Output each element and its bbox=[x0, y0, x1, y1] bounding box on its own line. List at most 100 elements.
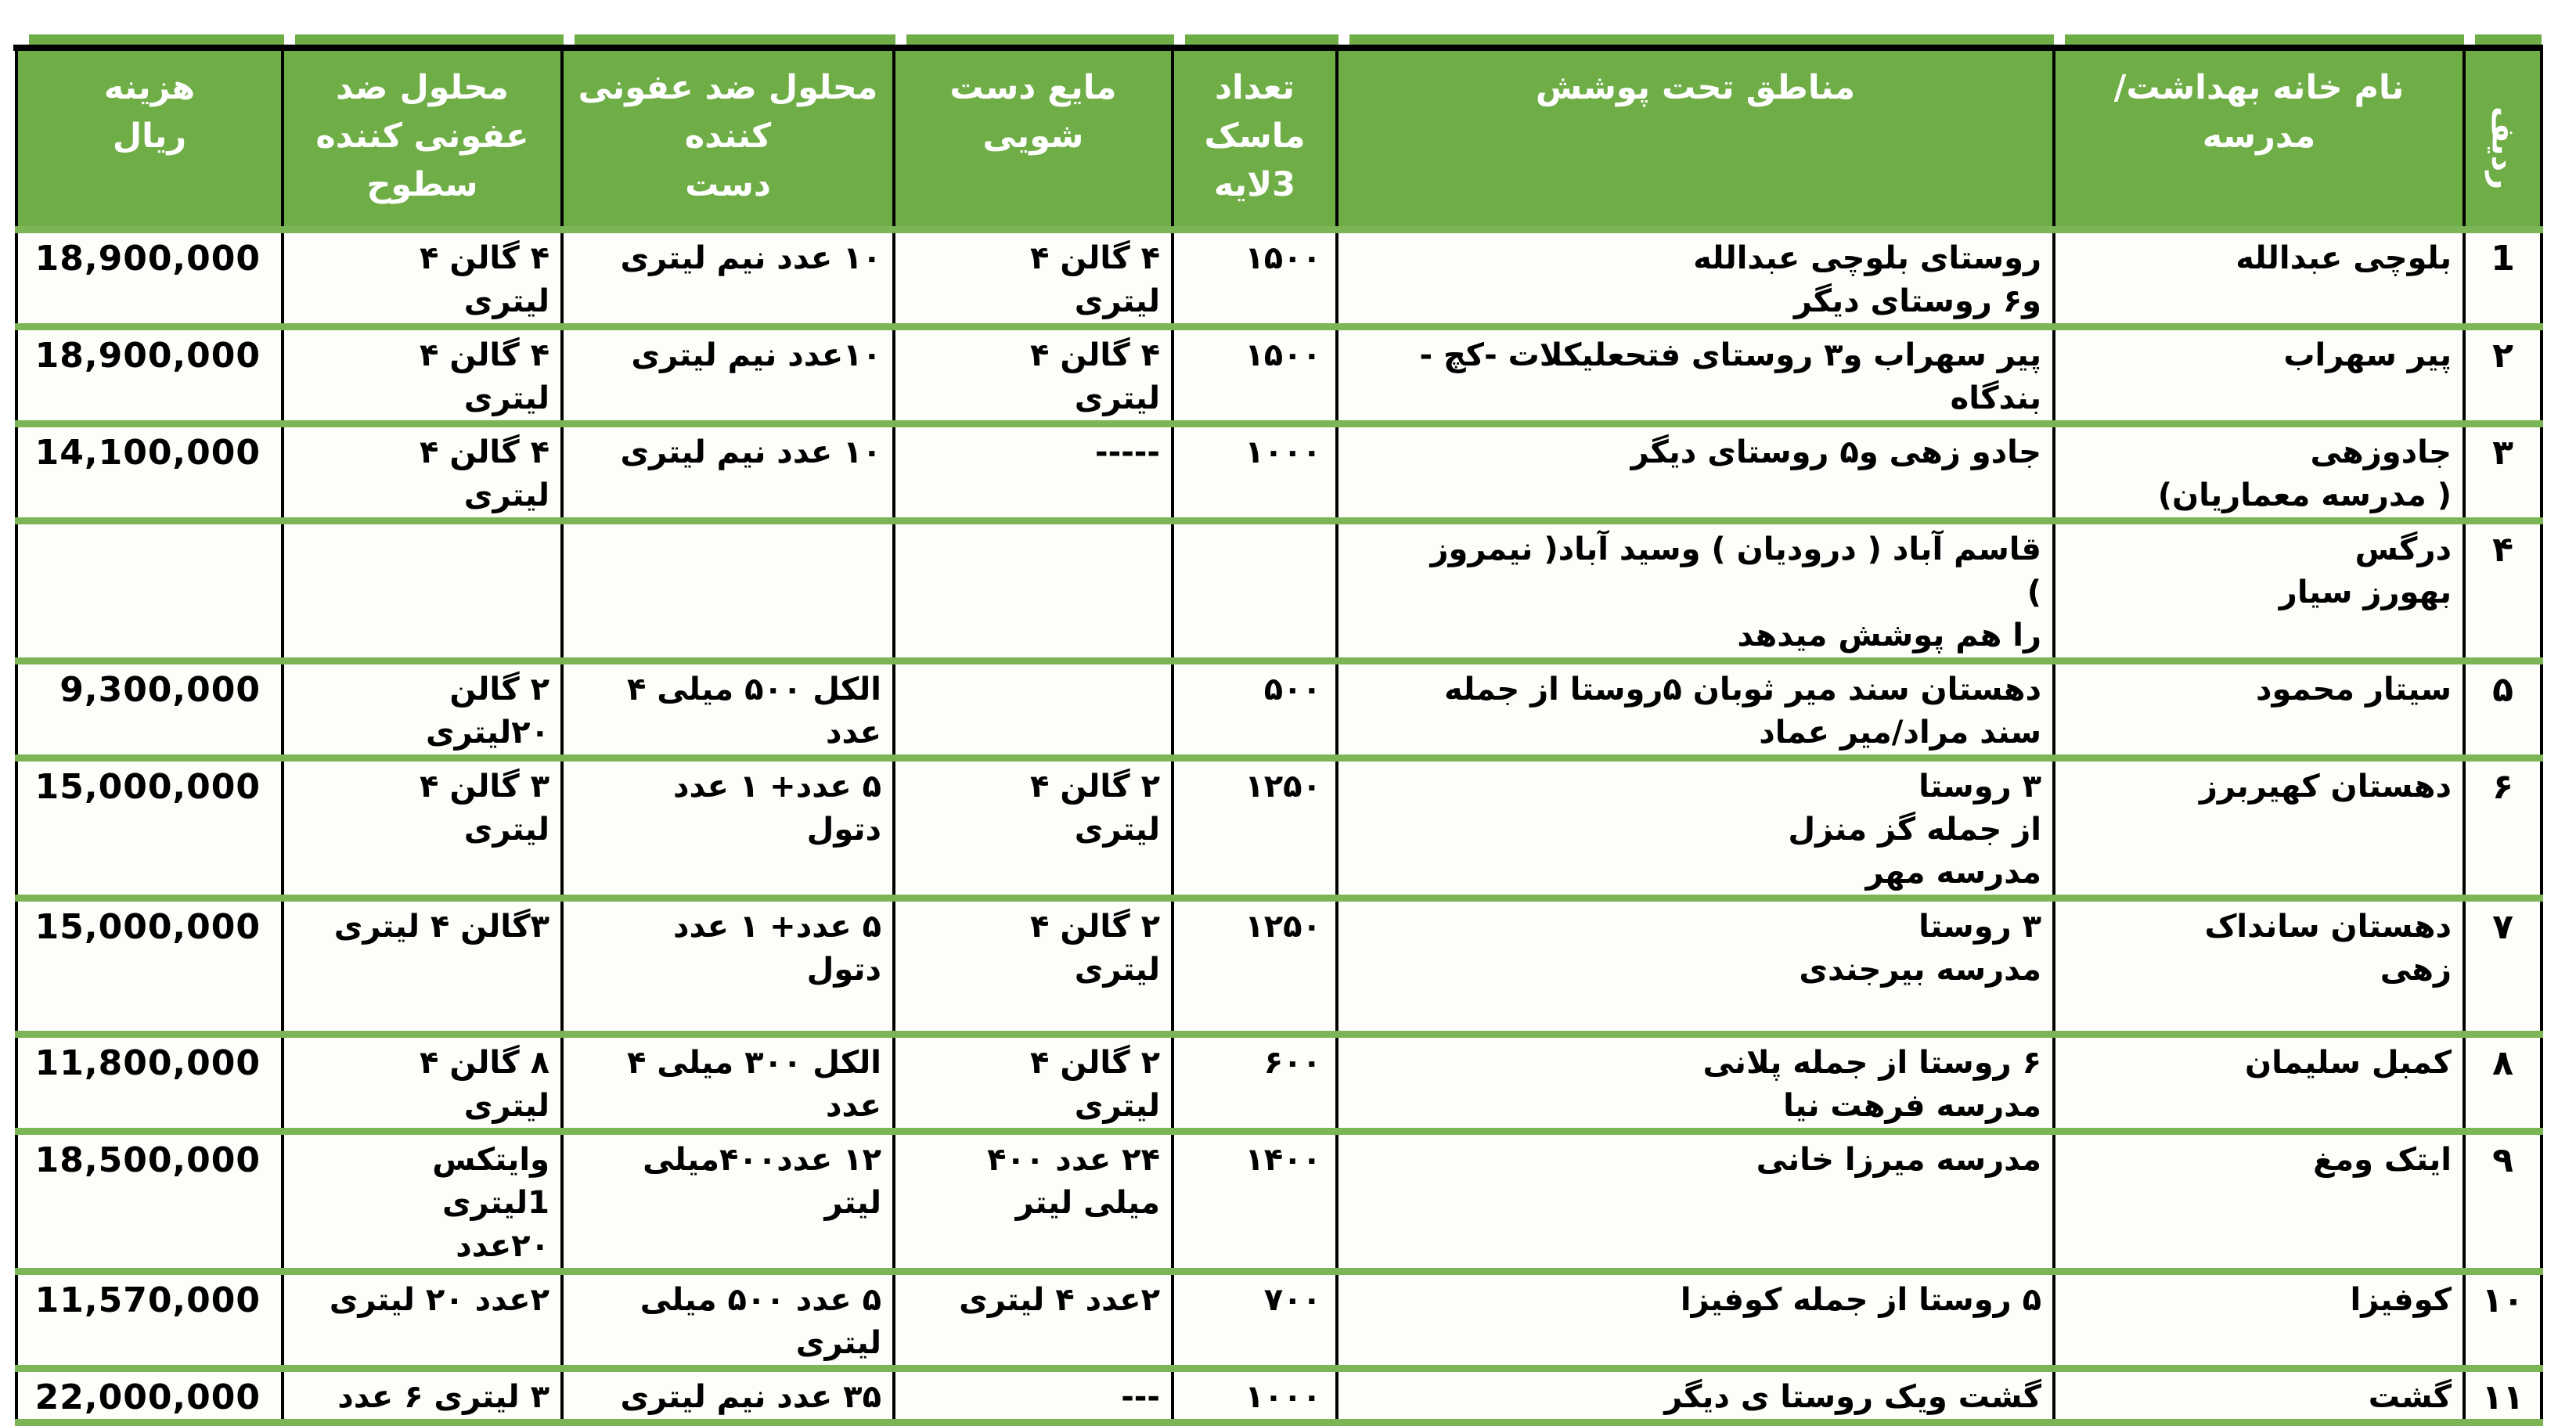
strip-segment bbox=[575, 34, 895, 45]
cost-cell: 15,000,000 bbox=[15, 758, 283, 902]
surface-disinfectant-cell: ۸ گالن ۴ لیتری bbox=[281, 1034, 562, 1135]
table-header: ردیف نام خانه بهداشت/مدرسه مناطق تحت پوش… bbox=[15, 51, 2543, 233]
row-number-cell: ۶ bbox=[2463, 758, 2543, 902]
hand-disinfectant-cell: ۱۰ عدد نیم لیتری bbox=[560, 423, 894, 524]
header-row: ردیف نام خانه بهداشت/مدرسه مناطق تحت پوش… bbox=[15, 51, 2543, 233]
hand-disinfectant-cell: ۱۰عدد نیم لیتری bbox=[560, 326, 894, 427]
facility-name-cell: کمبل سلیمان bbox=[2052, 1034, 2464, 1135]
facility-name-cell: سیتار محمود bbox=[2052, 661, 2464, 762]
covered-areas-cell: پیر سهراب و۳ روستای فتحعلیکلات -کچ - بندگ… bbox=[1335, 326, 2054, 427]
handwash-liquid-cell: ----- bbox=[892, 423, 1173, 524]
covered-areas-cell: ۶ روستا از جمله پلانی مدرسه فرهت نیا bbox=[1335, 1034, 2054, 1135]
handwash-liquid-cell bbox=[892, 520, 1173, 664]
row-number-cell: ۹ bbox=[2463, 1131, 2543, 1275]
header-handwash-liquid: مایع دست شویی bbox=[892, 51, 1173, 233]
facility-name-cell: پیر سهراب bbox=[2052, 326, 2464, 427]
cost-cell: 9,300,000 bbox=[15, 661, 283, 762]
mask-count-cell bbox=[1171, 520, 1337, 664]
table-body: 1 بلوچی عبدالله روستای بلوچی عبدالله و۶ ر… bbox=[15, 229, 2543, 1426]
surface-disinfectant-cell: ۳ لیتری ۶ عدد bbox=[281, 1368, 562, 1426]
header-facility-name: نام خانه بهداشت/مدرسه bbox=[2052, 51, 2464, 233]
hand-disinfectant-cell: ۵ عدد ۵۰۰ میلی لیتری bbox=[560, 1271, 894, 1372]
covered-areas-cell: مدرسه میرزا خانی bbox=[1335, 1131, 2054, 1275]
strip-segment bbox=[29, 34, 284, 45]
mask-count-cell: ۷۰۰ bbox=[1171, 1271, 1337, 1372]
mask-count-cell: ۵۰۰ bbox=[1171, 661, 1337, 762]
header-hand-disinfectant: محلول ضد عفونی کننده دست bbox=[560, 51, 894, 233]
cost-cell: 14,100,000 bbox=[15, 423, 283, 524]
facility-name-cell: دهستان سانداک زهی bbox=[2052, 898, 2464, 1038]
handwash-liquid-cell: ۴ گالن ۴ لیتری bbox=[892, 229, 1173, 330]
table-row: ۶ دهستان کهیربرز ۳ روستا از جمله گز منزل م… bbox=[15, 758, 2543, 902]
row-number-cell: ۷ bbox=[2463, 898, 2543, 1038]
surface-disinfectant-cell: ۴ گالن ۴ لیتری bbox=[281, 423, 562, 524]
strip-segment bbox=[1349, 34, 2054, 45]
strip-segment bbox=[2475, 34, 2542, 45]
cost-cell: 18,500,000 bbox=[15, 1131, 283, 1275]
handwash-liquid-cell: ۴ گالن ۴ لیتری bbox=[892, 326, 1173, 427]
surface-disinfectant-cell: ۲ گالن ۲۰لیتری bbox=[281, 661, 562, 762]
strip-segment bbox=[906, 34, 1174, 45]
facility-name-cell: ایتک ومغ bbox=[2052, 1131, 2464, 1275]
row-number-cell: ۸ bbox=[2463, 1034, 2543, 1135]
surface-disinfectant-cell: وایتکس 1لیتری ۲۰عدد bbox=[281, 1131, 562, 1275]
table-row: ۱۱ گشت گشت ویک روستا ی دیگر ۱۰۰۰ --- ۳۵ … bbox=[15, 1368, 2543, 1426]
table-area: ردیف نام خانه بهداشت/مدرسه مناطق تحت پوش… bbox=[13, 34, 2543, 1426]
header-mask-count: تعداد ماسک 3لایه bbox=[1171, 51, 1337, 233]
hand-disinfectant-cell: الکل ۳۰۰ میلی ۴ عدد bbox=[560, 1034, 894, 1135]
table-row: 1 بلوچی عبدالله روستای بلوچی عبدالله و۶ ر… bbox=[15, 229, 2543, 330]
table-row: ۸ کمبل سلیمان ۶ روستا از جمله پلانی مدرسه… bbox=[15, 1034, 2543, 1135]
table-row: ۲ پیر سهراب پیر سهراب و۳ روستای فتحعلیکل… bbox=[15, 326, 2543, 427]
top-green-strip bbox=[15, 34, 2542, 45]
row-number-cell: 1 bbox=[2463, 229, 2543, 330]
surface-disinfectant-cell: ۲عدد ۲۰ لیتری bbox=[281, 1271, 562, 1372]
mask-count-cell: ۱۵۰۰ bbox=[1171, 326, 1337, 427]
covered-areas-cell: قاسم آباد ( درودیان ) وسید آباد( نیمروز)… bbox=[1335, 520, 2054, 664]
facility-name-cell: کوفیزا bbox=[2052, 1271, 2464, 1372]
table-top-border bbox=[13, 45, 2543, 51]
header-cost: هزینه ریال bbox=[15, 51, 283, 233]
header-covered-areas: مناطق تحت پوشش bbox=[1335, 51, 2054, 233]
row-number-cell: ۴ bbox=[2463, 520, 2543, 664]
hand-disinfectant-cell: الکل ۵۰۰ میلی ۴ عدد bbox=[560, 661, 894, 762]
supplies-table: ردیف نام خانه بهداشت/مدرسه مناطق تحت پوش… bbox=[15, 51, 2543, 1426]
header-row-index-label: ردیف bbox=[2484, 106, 2521, 190]
table-row: ۴ درگس بهورز سیار قاسم آباد ( درودیان ) و… bbox=[15, 520, 2543, 664]
facility-name-cell: جادوزهی( مدرسه معماریان) bbox=[2052, 423, 2464, 524]
mask-count-cell: ۱۲۵۰ bbox=[1171, 758, 1337, 902]
table-row: ۳ جادوزهی( مدرسه معماریان) جادو زهی و۵ ر… bbox=[15, 423, 2543, 524]
facility-name-cell: دهستان کهیربرز bbox=[2052, 758, 2464, 902]
hand-disinfectant-cell: ۱۲ عدد۴۰۰میلی لیتر bbox=[560, 1131, 894, 1275]
covered-areas-cell: ۵ روستا از جمله کوفیزا bbox=[1335, 1271, 2054, 1372]
mask-count-cell: ۱۲۵۰ bbox=[1171, 898, 1337, 1038]
handwash-liquid-cell: --- bbox=[892, 1368, 1173, 1426]
mask-count-cell: ۶۰۰ bbox=[1171, 1034, 1337, 1135]
facility-name-cell: گشت bbox=[2052, 1368, 2464, 1426]
surface-disinfectant-cell: ۳ گالن ۴ لیتری bbox=[281, 758, 562, 902]
surface-disinfectant-cell bbox=[281, 520, 562, 664]
handwash-liquid-cell: ۲۴ عدد ۴۰۰ میلی لیتر bbox=[892, 1131, 1173, 1275]
covered-areas-cell: ۳ روستا مدرسه بیرجندی bbox=[1335, 898, 2054, 1038]
covered-areas-cell: روستای بلوچی عبدالله و۶ روستای دیگر bbox=[1335, 229, 2054, 330]
cost-cell bbox=[15, 520, 283, 664]
covered-areas-cell: جادو زهی و۵ روستای دیگر bbox=[1335, 423, 2054, 524]
cost-cell: 18,900,000 bbox=[15, 229, 283, 330]
hand-disinfectant-cell: ۵ عدد+ ۱ عدد دتول bbox=[560, 898, 894, 1038]
handwash-liquid-cell bbox=[892, 661, 1173, 762]
handwash-liquid-cell: ۲ گالن ۴ لیتری bbox=[892, 1034, 1173, 1135]
cost-cell: 11,800,000 bbox=[15, 1034, 283, 1135]
row-number-cell: ۱۱ bbox=[2463, 1368, 2543, 1426]
surface-disinfectant-cell: ۴ گالن ۴ لیتری bbox=[281, 229, 562, 330]
surface-disinfectant-cell: ۳گالن ۴ لیتری bbox=[281, 898, 562, 1038]
table-row: ۵ سیتار محمود دهستان سند میر ثوبان ۵روست… bbox=[15, 661, 2543, 762]
strip-segment bbox=[2065, 34, 2464, 45]
header-surface-disinfectant: محلول ضد عفونی کننده سطوح bbox=[281, 51, 562, 233]
strip-segment bbox=[295, 34, 564, 45]
mask-count-cell: ۱۰۰۰ bbox=[1171, 423, 1337, 524]
handwash-liquid-cell: ۲ گالن ۴ لیتری bbox=[892, 898, 1173, 1038]
row-number-cell: ۵ bbox=[2463, 661, 2543, 762]
facility-name-cell: درگس بهورز سیار bbox=[2052, 520, 2464, 664]
mask-count-cell: ۱۰۰۰ bbox=[1171, 1368, 1337, 1426]
row-number-cell: ۲ bbox=[2463, 326, 2543, 427]
